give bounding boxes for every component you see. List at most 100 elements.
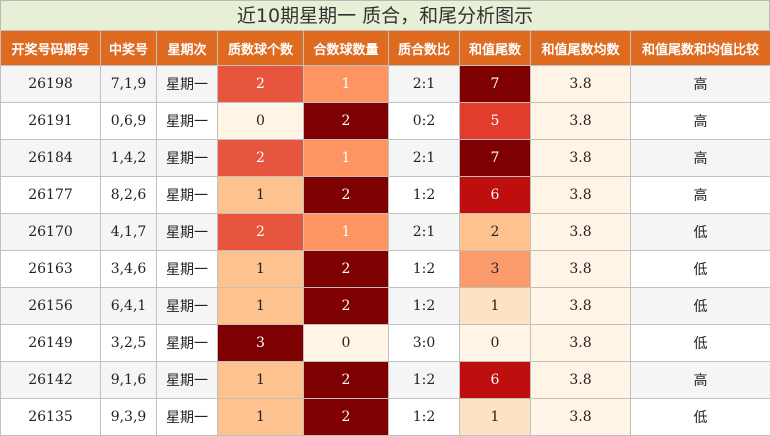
issue-cell: 26149 [1, 325, 101, 362]
compare-cell: 低 [631, 399, 770, 436]
ratio-cell: 2:1 [389, 66, 460, 103]
ratio-cell: 2:1 [389, 214, 460, 251]
issue-cell: 26170 [1, 214, 101, 251]
avg-cell: 3.8 [531, 399, 631, 436]
table-row: 26142 9,1,6 星期一 1 2 1:2 6 3.8 高 [1, 362, 770, 399]
header-issue: 开奖号码期号 [1, 31, 101, 66]
weekday-cell: 星期一 [157, 66, 218, 103]
table-row: 26156 6,4,1 星期一 1 2 1:2 1 3.8 低 [1, 288, 770, 325]
ratio-cell: 3:0 [389, 325, 460, 362]
issue-cell: 26156 [1, 288, 101, 325]
composite-count-cell: 1 [304, 66, 389, 103]
prime-count-cell: 1 [218, 288, 304, 325]
weekday-cell: 星期一 [157, 214, 218, 251]
table-row: 26198 7,1,9 星期一 2 1 2:1 7 3.8 高 [1, 66, 770, 103]
header-ratio: 质合数比 [389, 31, 460, 66]
issue-cell: 26177 [1, 177, 101, 214]
sum-tail-cell: 3 [460, 251, 531, 288]
sum-tail-cell: 6 [460, 177, 531, 214]
issue-cell: 26135 [1, 399, 101, 436]
issue-cell: 26142 [1, 362, 101, 399]
prime-count-cell: 2 [218, 140, 304, 177]
compare-cell: 低 [631, 251, 770, 288]
weekday-cell: 星期一 [157, 288, 218, 325]
issue-cell: 26191 [1, 103, 101, 140]
numbers-cell: 3,2,5 [101, 325, 157, 362]
avg-cell: 3.8 [531, 251, 631, 288]
avg-cell: 3.8 [531, 177, 631, 214]
composite-count-cell: 2 [304, 362, 389, 399]
table-row: 26135 9,3,9 星期一 1 2 1:2 1 3.8 低 [1, 399, 770, 436]
header-avg: 和值尾数均数 [531, 31, 631, 66]
sum-tail-cell: 7 [460, 66, 531, 103]
ratio-cell: 1:2 [389, 177, 460, 214]
ratio-cell: 2:1 [389, 140, 460, 177]
analysis-table: 开奖号码期号 中奖号 星期次 质数球个数 合数球数量 质合数比 和值尾数 和值尾… [0, 30, 770, 436]
header-composite-count: 合数球数量 [304, 31, 389, 66]
issue-cell: 26163 [1, 251, 101, 288]
compare-cell: 低 [631, 288, 770, 325]
avg-cell: 3.8 [531, 66, 631, 103]
numbers-cell: 7,1,9 [101, 66, 157, 103]
numbers-cell: 4,1,7 [101, 214, 157, 251]
ratio-cell: 1:2 [389, 399, 460, 436]
numbers-cell: 9,3,9 [101, 399, 157, 436]
prime-count-cell: 1 [218, 251, 304, 288]
ratio-cell: 1:2 [389, 288, 460, 325]
header-prime-count: 质数球个数 [218, 31, 304, 66]
sum-tail-cell: 6 [460, 362, 531, 399]
compare-cell: 低 [631, 214, 770, 251]
ratio-cell: 0:2 [389, 103, 460, 140]
numbers-cell: 6,4,1 [101, 288, 157, 325]
compare-cell: 高 [631, 362, 770, 399]
ratio-cell: 1:2 [389, 251, 460, 288]
prime-count-cell: 2 [218, 214, 304, 251]
sum-tail-cell: 7 [460, 140, 531, 177]
table-row: 26149 3,2,5 星期一 3 0 3:0 0 3.8 低 [1, 325, 770, 362]
sum-tail-cell: 1 [460, 399, 531, 436]
table-title: 近10期星期一 质合，和尾分析图示 [0, 0, 770, 32]
avg-cell: 3.8 [531, 362, 631, 399]
compare-cell: 高 [631, 140, 770, 177]
compare-cell: 高 [631, 177, 770, 214]
sum-tail-cell: 1 [460, 288, 531, 325]
composite-count-cell: 2 [304, 399, 389, 436]
composite-count-cell: 2 [304, 177, 389, 214]
table-row: 26184 1,4,2 星期一 2 1 2:1 7 3.8 高 [1, 140, 770, 177]
sum-tail-cell: 0 [460, 325, 531, 362]
prime-count-cell: 2 [218, 66, 304, 103]
weekday-cell: 星期一 [157, 103, 218, 140]
compare-cell: 低 [631, 325, 770, 362]
composite-count-cell: 2 [304, 251, 389, 288]
prime-count-cell: 3 [218, 325, 304, 362]
avg-cell: 3.8 [531, 288, 631, 325]
avg-cell: 3.8 [531, 140, 631, 177]
prime-count-cell: 0 [218, 103, 304, 140]
numbers-cell: 9,1,6 [101, 362, 157, 399]
header-compare: 和值尾数和均值比较 [631, 31, 770, 66]
composite-count-cell: 1 [304, 140, 389, 177]
sum-tail-cell: 5 [460, 103, 531, 140]
weekday-cell: 星期一 [157, 325, 218, 362]
table-row: 26191 0,6,9 星期一 0 2 0:2 5 3.8 高 [1, 103, 770, 140]
weekday-cell: 星期一 [157, 362, 218, 399]
prime-count-cell: 1 [218, 177, 304, 214]
composite-count-cell: 2 [304, 288, 389, 325]
sum-tail-cell: 2 [460, 214, 531, 251]
header-sum-tail: 和值尾数 [460, 31, 531, 66]
numbers-cell: 3,4,6 [101, 251, 157, 288]
numbers-cell: 8,2,6 [101, 177, 157, 214]
numbers-cell: 0,6,9 [101, 103, 157, 140]
compare-cell: 高 [631, 103, 770, 140]
issue-cell: 26184 [1, 140, 101, 177]
table-row: 26163 3,4,6 星期一 1 2 1:2 3 3.8 低 [1, 251, 770, 288]
weekday-cell: 星期一 [157, 399, 218, 436]
composite-count-cell: 1 [304, 214, 389, 251]
weekday-cell: 星期一 [157, 251, 218, 288]
numbers-cell: 1,4,2 [101, 140, 157, 177]
avg-cell: 3.8 [531, 325, 631, 362]
avg-cell: 3.8 [531, 214, 631, 251]
prime-count-cell: 1 [218, 399, 304, 436]
table-row: 26170 4,1,7 星期一 2 1 2:1 2 3.8 低 [1, 214, 770, 251]
composite-count-cell: 0 [304, 325, 389, 362]
